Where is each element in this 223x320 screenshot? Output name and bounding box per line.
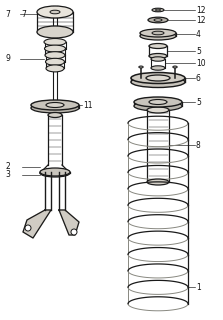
Ellipse shape	[37, 26, 73, 38]
Ellipse shape	[146, 75, 170, 81]
Ellipse shape	[44, 38, 66, 45]
Text: 3: 3	[5, 170, 10, 179]
Text: 12: 12	[196, 15, 206, 25]
Ellipse shape	[151, 66, 165, 70]
Text: 4: 4	[196, 29, 201, 38]
Text: 8: 8	[196, 140, 201, 149]
Polygon shape	[59, 210, 79, 235]
Circle shape	[71, 229, 77, 235]
Ellipse shape	[134, 97, 182, 107]
Polygon shape	[23, 210, 51, 238]
Text: 7: 7	[5, 10, 10, 19]
Ellipse shape	[134, 101, 182, 111]
Ellipse shape	[50, 10, 60, 14]
Ellipse shape	[152, 31, 164, 35]
Text: 5: 5	[196, 98, 201, 107]
Ellipse shape	[149, 53, 167, 59]
Ellipse shape	[151, 57, 165, 61]
Ellipse shape	[149, 44, 167, 49]
Ellipse shape	[147, 179, 169, 185]
Ellipse shape	[31, 100, 79, 110]
Ellipse shape	[51, 38, 59, 42]
Ellipse shape	[173, 66, 177, 68]
Text: 10: 10	[196, 59, 206, 68]
Text: 5: 5	[196, 46, 201, 55]
Ellipse shape	[131, 76, 185, 87]
Ellipse shape	[140, 32, 176, 40]
Ellipse shape	[45, 45, 66, 52]
Ellipse shape	[46, 102, 64, 108]
Ellipse shape	[139, 66, 143, 68]
Ellipse shape	[155, 9, 161, 11]
Ellipse shape	[154, 19, 162, 21]
Ellipse shape	[37, 6, 73, 18]
Text: 9: 9	[5, 54, 10, 63]
Text: 6: 6	[196, 74, 201, 83]
Ellipse shape	[48, 113, 62, 117]
Ellipse shape	[40, 169, 70, 177]
Ellipse shape	[140, 29, 176, 37]
Ellipse shape	[40, 168, 70, 176]
Ellipse shape	[45, 52, 65, 59]
Ellipse shape	[147, 107, 169, 113]
Text: 2: 2	[5, 162, 10, 171]
Text: 11: 11	[83, 100, 93, 109]
Ellipse shape	[45, 58, 64, 65]
Ellipse shape	[46, 65, 64, 72]
Text: 12: 12	[196, 5, 206, 14]
Ellipse shape	[148, 17, 168, 23]
Ellipse shape	[149, 100, 167, 105]
Circle shape	[25, 225, 31, 231]
Text: 1: 1	[196, 283, 201, 292]
Text: 7: 7	[21, 10, 26, 19]
Ellipse shape	[131, 73, 185, 84]
Ellipse shape	[152, 8, 164, 12]
Ellipse shape	[31, 103, 79, 113]
